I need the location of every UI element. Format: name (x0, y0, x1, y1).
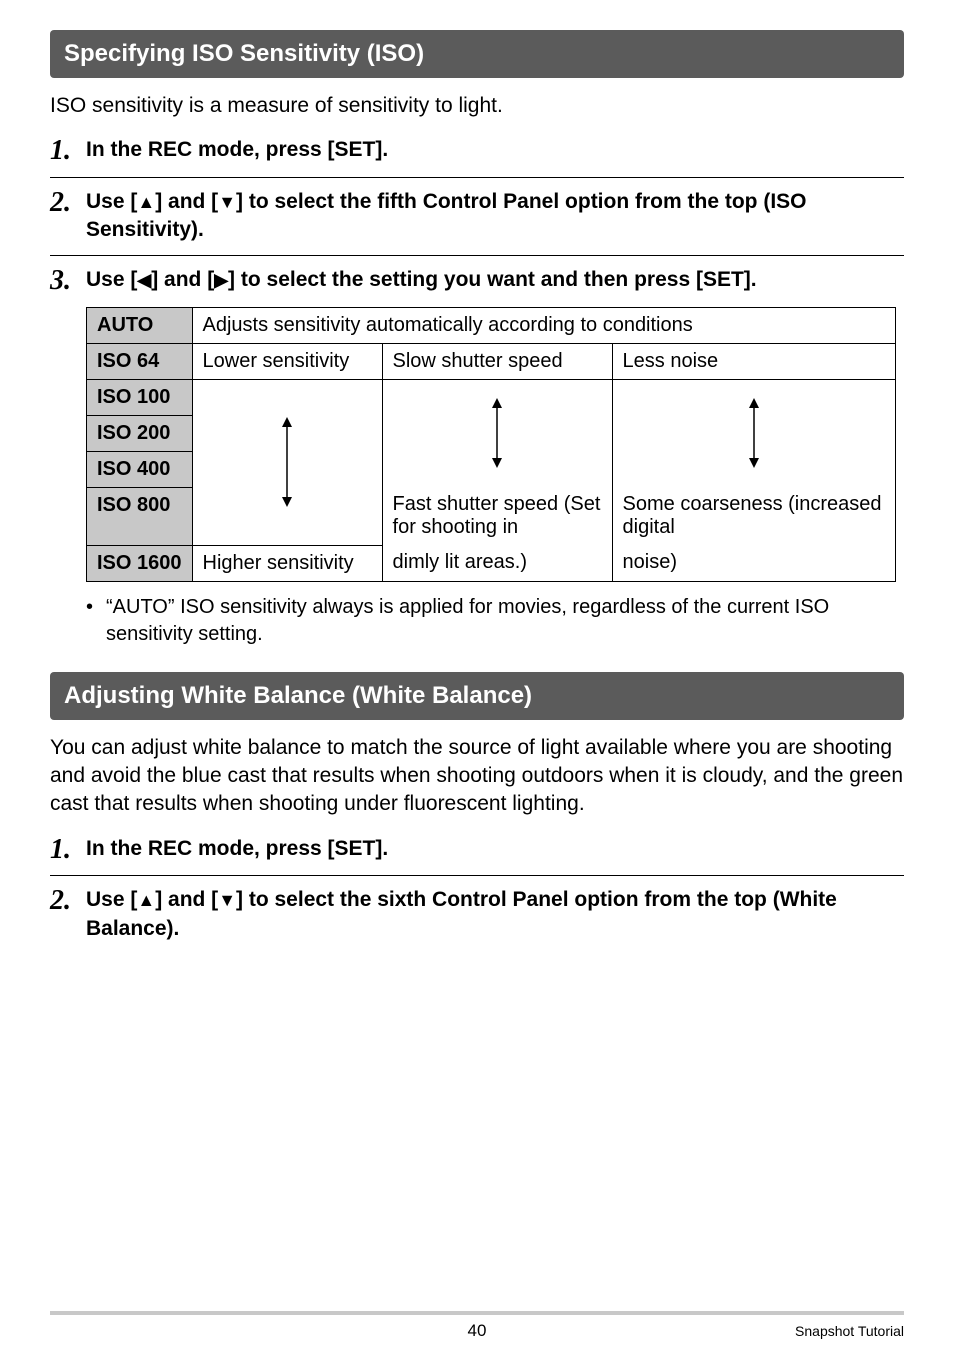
intro-iso: ISO sensitivity is a measure of sensitiv… (50, 92, 904, 120)
iso-label: ISO 64 (87, 343, 193, 379)
footer: 40 Snapshot Tutorial (50, 1311, 904, 1339)
up-triangle-icon: ▲ (137, 193, 155, 211)
step-1-wb: 1. In the REC mode, press [SET]. (50, 835, 904, 866)
step-number: 3. (50, 266, 86, 297)
table-row: ISO 64 Lower sensitivity Slow shutter sp… (87, 343, 896, 379)
step-separator (50, 255, 904, 256)
sensitivity-arrow (192, 379, 382, 545)
iso-table: AUTO Adjusts sensitivity automatically a… (86, 307, 896, 582)
footer-row: 40 Snapshot Tutorial (50, 1323, 904, 1339)
step-number: 2. (50, 886, 86, 917)
bullet-note: • “AUTO” ISO sensitivity always is appli… (86, 594, 904, 648)
double-arrow-icon (488, 398, 506, 468)
step-number: 1. (50, 136, 86, 167)
double-arrow-icon (278, 417, 296, 507)
t: Use [ (86, 268, 137, 291)
t: ] and [ (155, 888, 218, 911)
step-text: In the REC mode, press [SET]. (86, 835, 388, 863)
noise-arrow (612, 379, 895, 487)
step-text: Use [▲] and [▼] to select the sixth Cont… (86, 886, 904, 943)
step-number: 1. (50, 835, 86, 866)
step-3-iso: 3. Use [◀] and [▶] to select the setting… (50, 266, 904, 297)
page: Specifying ISO Sensitivity (ISO) ISO sen… (0, 0, 954, 1357)
intro-wb: You can adjust white balance to match th… (50, 734, 904, 819)
noise-top: Less noise (612, 343, 895, 379)
iso-label: ISO 400 (87, 451, 193, 487)
up-triangle-icon: ▲ (137, 891, 155, 909)
bullet-dot: • (86, 594, 106, 648)
noise-bottom-b: noise) (612, 545, 895, 581)
page-number: 40 (468, 1321, 487, 1341)
iso-label: ISO 1600 (87, 545, 193, 581)
down-triangle-icon: ▼ (218, 193, 236, 211)
shutter-bottom-b: dimly lit areas.) (382, 545, 612, 581)
noise-bottom-a: Some coarseness (increased digital (612, 487, 895, 545)
t: Use [ (86, 888, 137, 911)
step-separator (50, 875, 904, 876)
left-triangle-icon: ◀ (137, 271, 151, 289)
shutter-arrow (382, 379, 612, 487)
shutter-bottom-a: Fast shutter speed (Set for shooting in (382, 487, 612, 545)
bullet-text: “AUTO” ISO sensitivity always is applied… (106, 594, 904, 648)
table-row: AUTO Adjusts sensitivity automatically a… (87, 307, 896, 343)
step-text: In the REC mode, press [SET]. (86, 136, 388, 164)
step-separator (50, 177, 904, 178)
t: Use [ (86, 190, 137, 213)
table-row: ISO 1600 Higher sensitivity dimly lit ar… (87, 545, 896, 581)
footer-label: Snapshot Tutorial (795, 1323, 904, 1339)
section-header-iso: Specifying ISO Sensitivity (ISO) (50, 30, 904, 78)
table-row: ISO 100 (87, 379, 896, 415)
sensitivity-top: Lower sensitivity (192, 343, 382, 379)
step-text: Use [◀] and [▶] to select the setting yo… (86, 266, 757, 294)
right-triangle-icon: ▶ (214, 271, 228, 289)
step-2-wb: 2. Use [▲] and [▼] to select the sixth C… (50, 886, 904, 943)
t: ] and [ (155, 190, 218, 213)
t: ] and [ (151, 268, 214, 291)
sensitivity-bottom: Higher sensitivity (192, 545, 382, 581)
iso-label: AUTO (87, 307, 193, 343)
step-1-iso: 1. In the REC mode, press [SET]. (50, 136, 904, 167)
shutter-top: Slow shutter speed (382, 343, 612, 379)
iso-label: ISO 800 (87, 487, 193, 545)
down-triangle-icon: ▼ (218, 891, 236, 909)
iso-label: ISO 200 (87, 415, 193, 451)
step-number: 2. (50, 188, 86, 219)
step-2-iso: 2. Use [▲] and [▼] to select the fifth C… (50, 188, 904, 245)
t: ] to select the setting you want and the… (228, 268, 757, 291)
auto-desc: Adjusts sensitivity automatically accord… (192, 307, 895, 343)
iso-label: ISO 100 (87, 379, 193, 415)
double-arrow-icon (745, 398, 763, 468)
section-header-wb: Adjusting White Balance (White Balance) (50, 672, 904, 720)
footer-rule (50, 1311, 904, 1315)
step-text: Use [▲] and [▼] to select the fifth Cont… (86, 188, 904, 245)
